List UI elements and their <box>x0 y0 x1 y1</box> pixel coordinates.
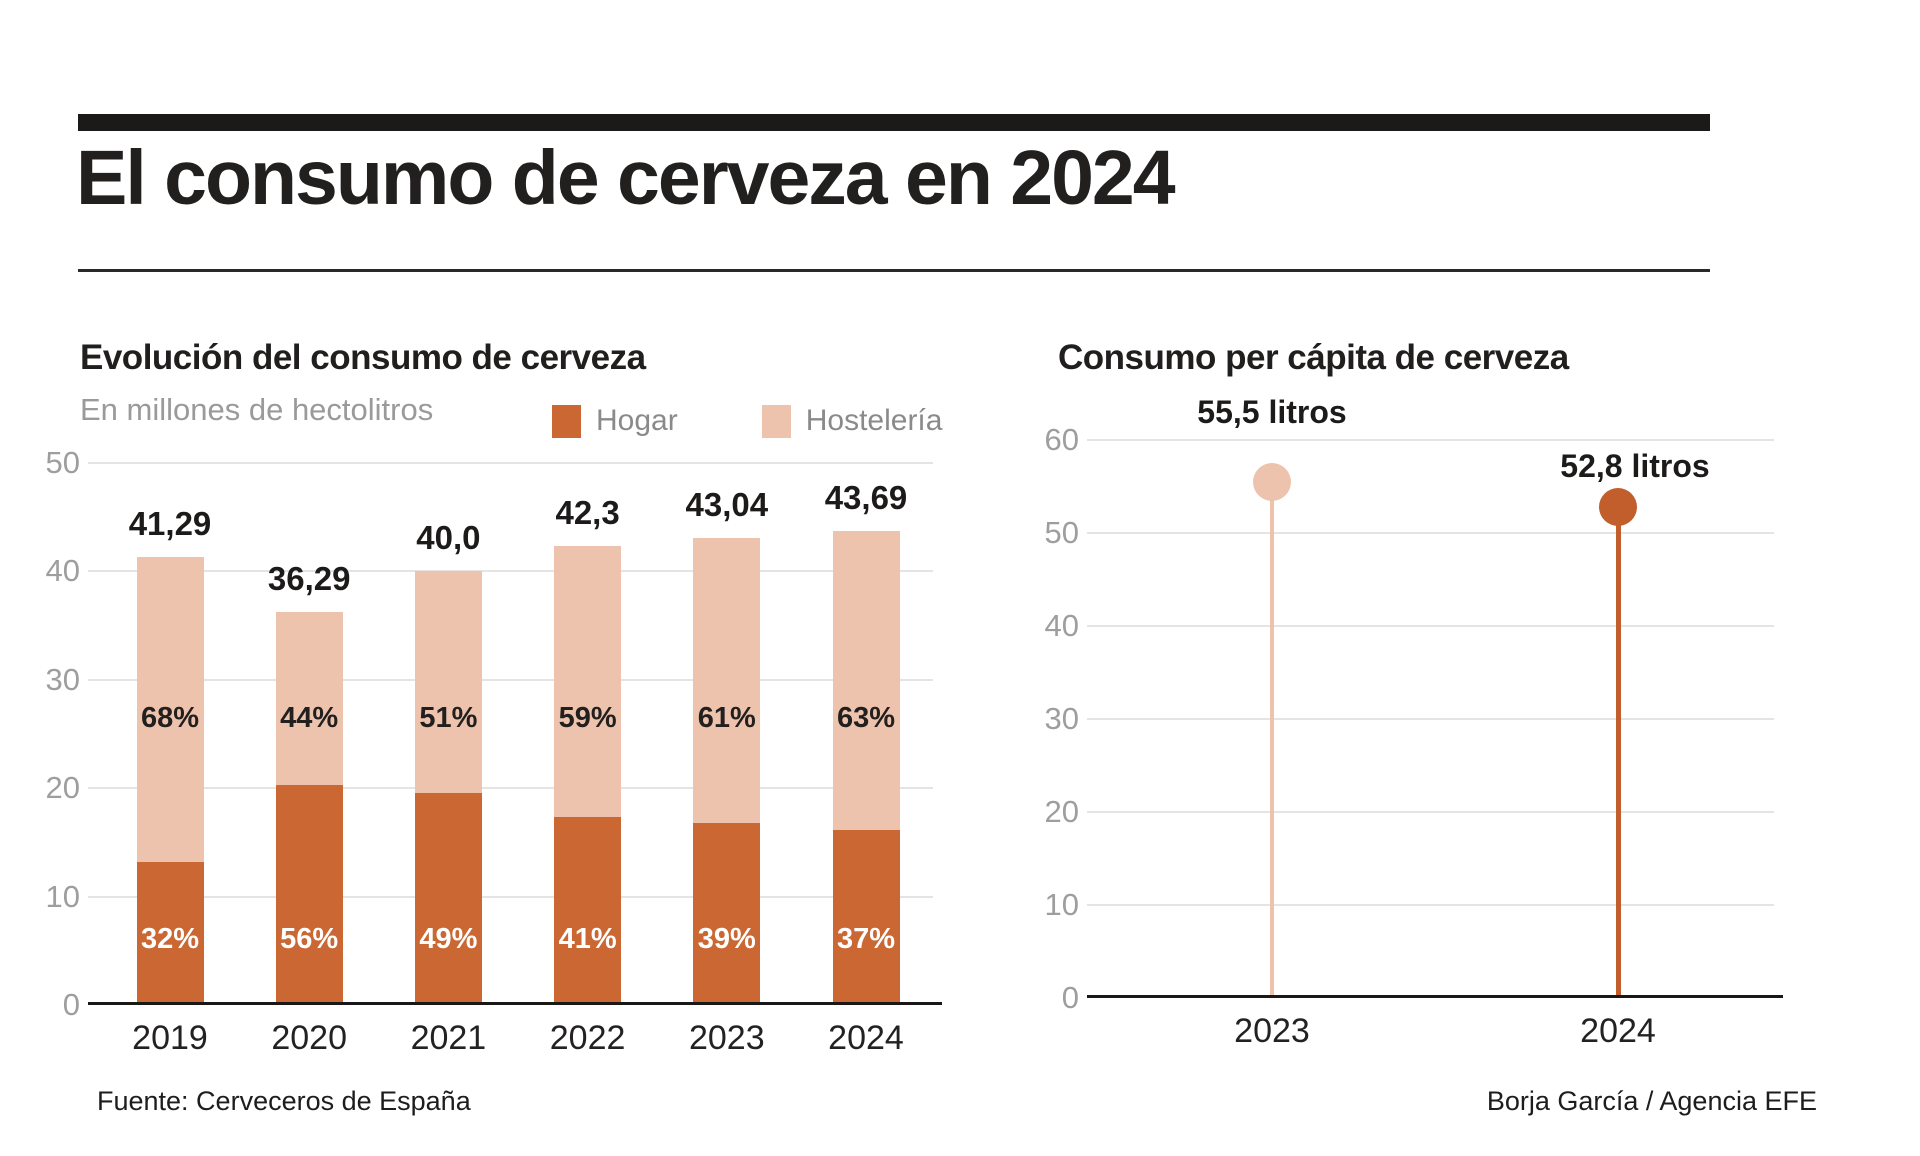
x-axis-label: 2024 <box>828 1019 904 1057</box>
gridline <box>1087 532 1774 534</box>
bar-total-label: 40,0 <box>416 519 481 557</box>
bar-segment-hogar <box>414 792 482 1005</box>
y-axis-tick-label: 20 <box>1044 794 1079 829</box>
bar-segment-hosteleria <box>136 557 204 862</box>
bar-segment-hosteleria <box>414 571 482 793</box>
lollipop-head-2023 <box>1253 462 1291 501</box>
bar-total-label: 43,04 <box>685 486 769 524</box>
bar-group-2021 <box>414 571 482 1005</box>
bar-total-label: 42,3 <box>555 494 620 532</box>
bar-percent-label-hogar: 41% <box>558 923 617 955</box>
bar-segment-hogar <box>554 817 622 1005</box>
legend-item-hogar: Hogar <box>552 404 678 438</box>
x-axis-label: 2021 <box>410 1019 487 1057</box>
y-axis-tick-label: 40 <box>1044 608 1079 643</box>
title-rule-bottom <box>78 269 1710 272</box>
x-axis-line <box>88 1002 942 1005</box>
bar-group-2019 <box>136 557 204 1005</box>
y-axis-tick-label: 0 <box>62 987 80 1022</box>
bar-total-label: 43,69 <box>824 479 908 517</box>
left-chart-title: Evolución del consumo de cerveza <box>80 338 646 377</box>
bar-segment-hogar <box>832 829 900 1005</box>
left-chart-subtitle: En millones de hectolitros <box>80 392 434 427</box>
lollipop-value-label: 52,8 litros <box>1560 448 1710 484</box>
x-axis-label: 2023 <box>1234 1012 1310 1050</box>
x-axis-label: 2019 <box>132 1019 208 1057</box>
bar-percent-label-hogar: 56% <box>280 923 339 955</box>
legend-label-hosteleria: Hostelería <box>805 404 943 437</box>
y-axis-tick-label: 50 <box>45 445 80 480</box>
y-axis-tick-label: 0 <box>1061 980 1079 1015</box>
x-axis-label: 2020 <box>271 1019 347 1057</box>
y-axis-tick-label: 30 <box>1044 701 1079 736</box>
lollipop-stem-2024 <box>1615 506 1621 998</box>
bar-percent-label-hosteleria: 61% <box>697 702 756 734</box>
bar-percent-label-hosteleria: 44% <box>280 702 339 734</box>
legend-label-hogar: Hogar <box>596 404 678 437</box>
gridline <box>88 570 933 573</box>
gridline <box>88 678 933 681</box>
footer-credit: Borja García / Agencia EFE <box>1486 1086 1817 1116</box>
x-axis-label: 2023 <box>688 1019 765 1057</box>
bar-segment-hogar <box>136 861 204 1005</box>
legend-swatch-hogar-icon <box>552 404 581 438</box>
y-axis-tick-label: 20 <box>45 770 80 806</box>
legend-swatch-hosteleria-icon <box>761 404 791 438</box>
bar-group-2023 <box>693 538 761 1005</box>
bar-percent-label-hosteleria: 68% <box>140 702 200 734</box>
lollipop-stem-2023 <box>1270 481 1274 998</box>
footer-source: Fuente: Cerveceros de España <box>97 1086 471 1116</box>
legend: Hogar Hostelería <box>552 404 942 438</box>
bar-segment-hosteleria <box>275 611 343 785</box>
x-axis-line <box>1087 995 1783 998</box>
bar-percent-label-hogar: 32% <box>140 923 200 955</box>
bar-group-2022 <box>554 546 622 1005</box>
bar-total-label: 36,29 <box>267 559 351 597</box>
gridline <box>1087 625 1774 627</box>
lollipop-head-2024 <box>1599 487 1637 526</box>
bar-segment-hosteleria <box>832 531 900 830</box>
legend-item-hosteleria: Hostelería <box>761 404 943 438</box>
bar-segment-hosteleria <box>693 538 761 823</box>
bar-segment-hosteleria <box>554 546 622 818</box>
gridline <box>88 462 933 464</box>
bar-percent-label-hogar: 37% <box>836 923 896 955</box>
gridline <box>1087 718 1774 720</box>
page-title: El consumo de cerveza en 2024 <box>76 135 1176 221</box>
gridline <box>88 895 933 898</box>
lollipop-value-label: 55,5 litros <box>1197 394 1347 430</box>
bar-percent-label-hogar: 49% <box>419 923 478 955</box>
gridline <box>1087 439 1774 441</box>
bar-total-label: 41,29 <box>128 505 212 543</box>
right-chart-plot-area: 60 50 40 30 20 10 0 55,5 litros 2023 52,8 litros 2… <box>1045 394 1783 1050</box>
y-axis-tick-label: 10 <box>45 878 80 914</box>
gridline <box>1087 811 1774 813</box>
bar-percent-label-hogar: 39% <box>697 923 756 955</box>
bar-segment-hogar <box>693 822 761 1005</box>
gridline <box>1087 904 1774 906</box>
bar-percent-label-hosteleria: 51% <box>419 702 478 734</box>
y-axis-tick-label: 50 <box>1044 515 1079 550</box>
y-axis-tick-label: 30 <box>45 661 80 697</box>
y-axis-tick-label: 10 <box>1044 887 1079 922</box>
title-rule-top <box>78 114 1710 131</box>
right-chart-title: Consumo per cápita de cerveza <box>1058 338 1569 377</box>
x-axis-label: 2022 <box>549 1019 626 1057</box>
bar-group-2024 <box>832 531 900 1005</box>
bar-percent-label-hosteleria: 59% <box>558 702 617 734</box>
bar-group-2020 <box>275 611 343 1005</box>
x-axis-label: 2024 <box>1580 1012 1656 1050</box>
y-axis-tick-label: 60 <box>1044 422 1079 457</box>
left-chart-plot-area: 50 40 30 20 10 0 41,29 68% 32% 2019 36,29 44% 56% 202… <box>46 446 942 1057</box>
bar-segment-hogar <box>275 784 343 1005</box>
bar-percent-label-hosteleria: 63% <box>836 702 896 734</box>
gridline <box>88 787 933 790</box>
y-axis-tick-label: 40 <box>45 553 80 589</box>
